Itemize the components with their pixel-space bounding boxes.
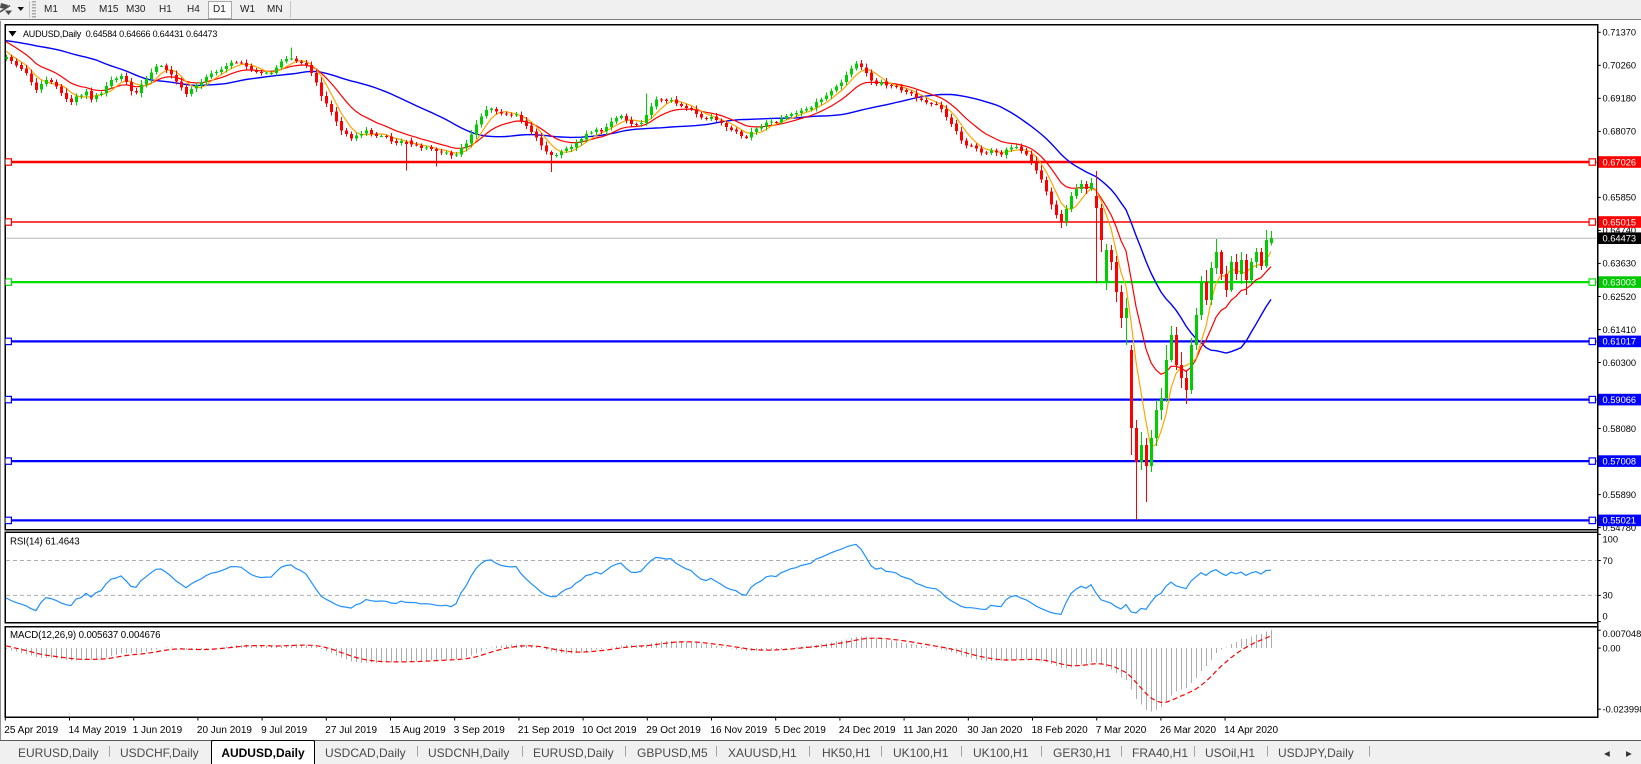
svg-text:0.00: 0.00 xyxy=(1603,643,1621,653)
svg-text:24 Dec 2019: 24 Dec 2019 xyxy=(839,725,896,736)
svg-text:30: 30 xyxy=(1603,591,1613,601)
svg-text:0.70260: 0.70260 xyxy=(1603,61,1637,71)
svg-text:0.65850: 0.65850 xyxy=(1603,193,1637,203)
svg-text:1 Jun 2019: 1 Jun 2019 xyxy=(133,725,183,736)
svg-text:0.68070: 0.68070 xyxy=(1603,127,1637,137)
svg-text:0.54780: 0.54780 xyxy=(1603,523,1637,533)
svg-text:29 Oct 2019: 29 Oct 2019 xyxy=(646,725,701,736)
svg-text:0.64740: 0.64740 xyxy=(1603,226,1637,236)
svg-text:0.61410: 0.61410 xyxy=(1603,325,1637,335)
svg-text:0.60300: 0.60300 xyxy=(1603,358,1637,368)
svg-text:MACD(12,26,9) 0.005637 0.00467: MACD(12,26,9) 0.005637 0.004676 xyxy=(10,630,160,641)
svg-text:20 Jun 2019: 20 Jun 2019 xyxy=(197,725,252,736)
svg-text:25 Apr 2019: 25 Apr 2019 xyxy=(4,725,58,736)
svg-text:0.67026: 0.67026 xyxy=(1603,157,1637,167)
svg-text:14 Apr 2020: 14 Apr 2020 xyxy=(1224,725,1278,736)
svg-text:0.71370: 0.71370 xyxy=(1603,28,1637,38)
svg-text:0.63003: 0.63003 xyxy=(1603,277,1637,287)
svg-text:RSI(14) 61.4643: RSI(14) 61.4643 xyxy=(10,537,80,548)
svg-text:3 Sep 2019: 3 Sep 2019 xyxy=(454,725,506,736)
svg-text:0.55021: 0.55021 xyxy=(1603,516,1637,526)
svg-text:5 Dec 2019: 5 Dec 2019 xyxy=(775,725,827,736)
svg-text:0.58080: 0.58080 xyxy=(1603,424,1637,434)
svg-text:0.57008: 0.57008 xyxy=(1603,456,1637,466)
svg-text:10 Oct 2019: 10 Oct 2019 xyxy=(582,725,637,736)
svg-text:11 Jan 2020: 11 Jan 2020 xyxy=(903,725,958,736)
svg-text:0.69180: 0.69180 xyxy=(1603,94,1637,104)
svg-text:27 Jul 2019: 27 Jul 2019 xyxy=(325,725,377,736)
svg-text:0.63630: 0.63630 xyxy=(1603,259,1637,269)
svg-text:AUDUSD,Daily 0.64584 0.64666: AUDUSD,Daily 0.64584 0.64666 0.64431 0.6… xyxy=(23,29,217,39)
svg-text:16 Nov 2019: 16 Nov 2019 xyxy=(711,725,768,736)
svg-text:14 May 2019: 14 May 2019 xyxy=(69,725,127,736)
svg-text:26 Mar 2020: 26 Mar 2020 xyxy=(1160,725,1217,736)
svg-text:18 Feb 2020: 18 Feb 2020 xyxy=(1032,725,1089,736)
svg-text:30 Jan 2020: 30 Jan 2020 xyxy=(967,725,1022,736)
svg-text:0.59066: 0.59066 xyxy=(1603,395,1637,405)
svg-text:0.55890: 0.55890 xyxy=(1603,490,1637,500)
svg-text:0.65015: 0.65015 xyxy=(1603,217,1637,227)
svg-text:0: 0 xyxy=(1603,611,1608,621)
svg-text:100: 100 xyxy=(1603,535,1619,545)
svg-text:0.64473: 0.64473 xyxy=(1603,234,1637,244)
svg-text:21 Sep 2019: 21 Sep 2019 xyxy=(518,725,575,736)
svg-text:15 Aug 2019: 15 Aug 2019 xyxy=(390,725,447,736)
svg-text:0.61017: 0.61017 xyxy=(1603,337,1637,347)
svg-text:0.62520: 0.62520 xyxy=(1603,292,1637,302)
svg-text:7 Mar 2020: 7 Mar 2020 xyxy=(1096,725,1147,736)
svg-text:70: 70 xyxy=(1603,556,1613,566)
svg-text:9 Jul 2019: 9 Jul 2019 xyxy=(261,725,308,736)
svg-text:0.007048: 0.007048 xyxy=(1603,629,1641,639)
svg-text:-0.023998: -0.023998 xyxy=(1603,705,1641,715)
